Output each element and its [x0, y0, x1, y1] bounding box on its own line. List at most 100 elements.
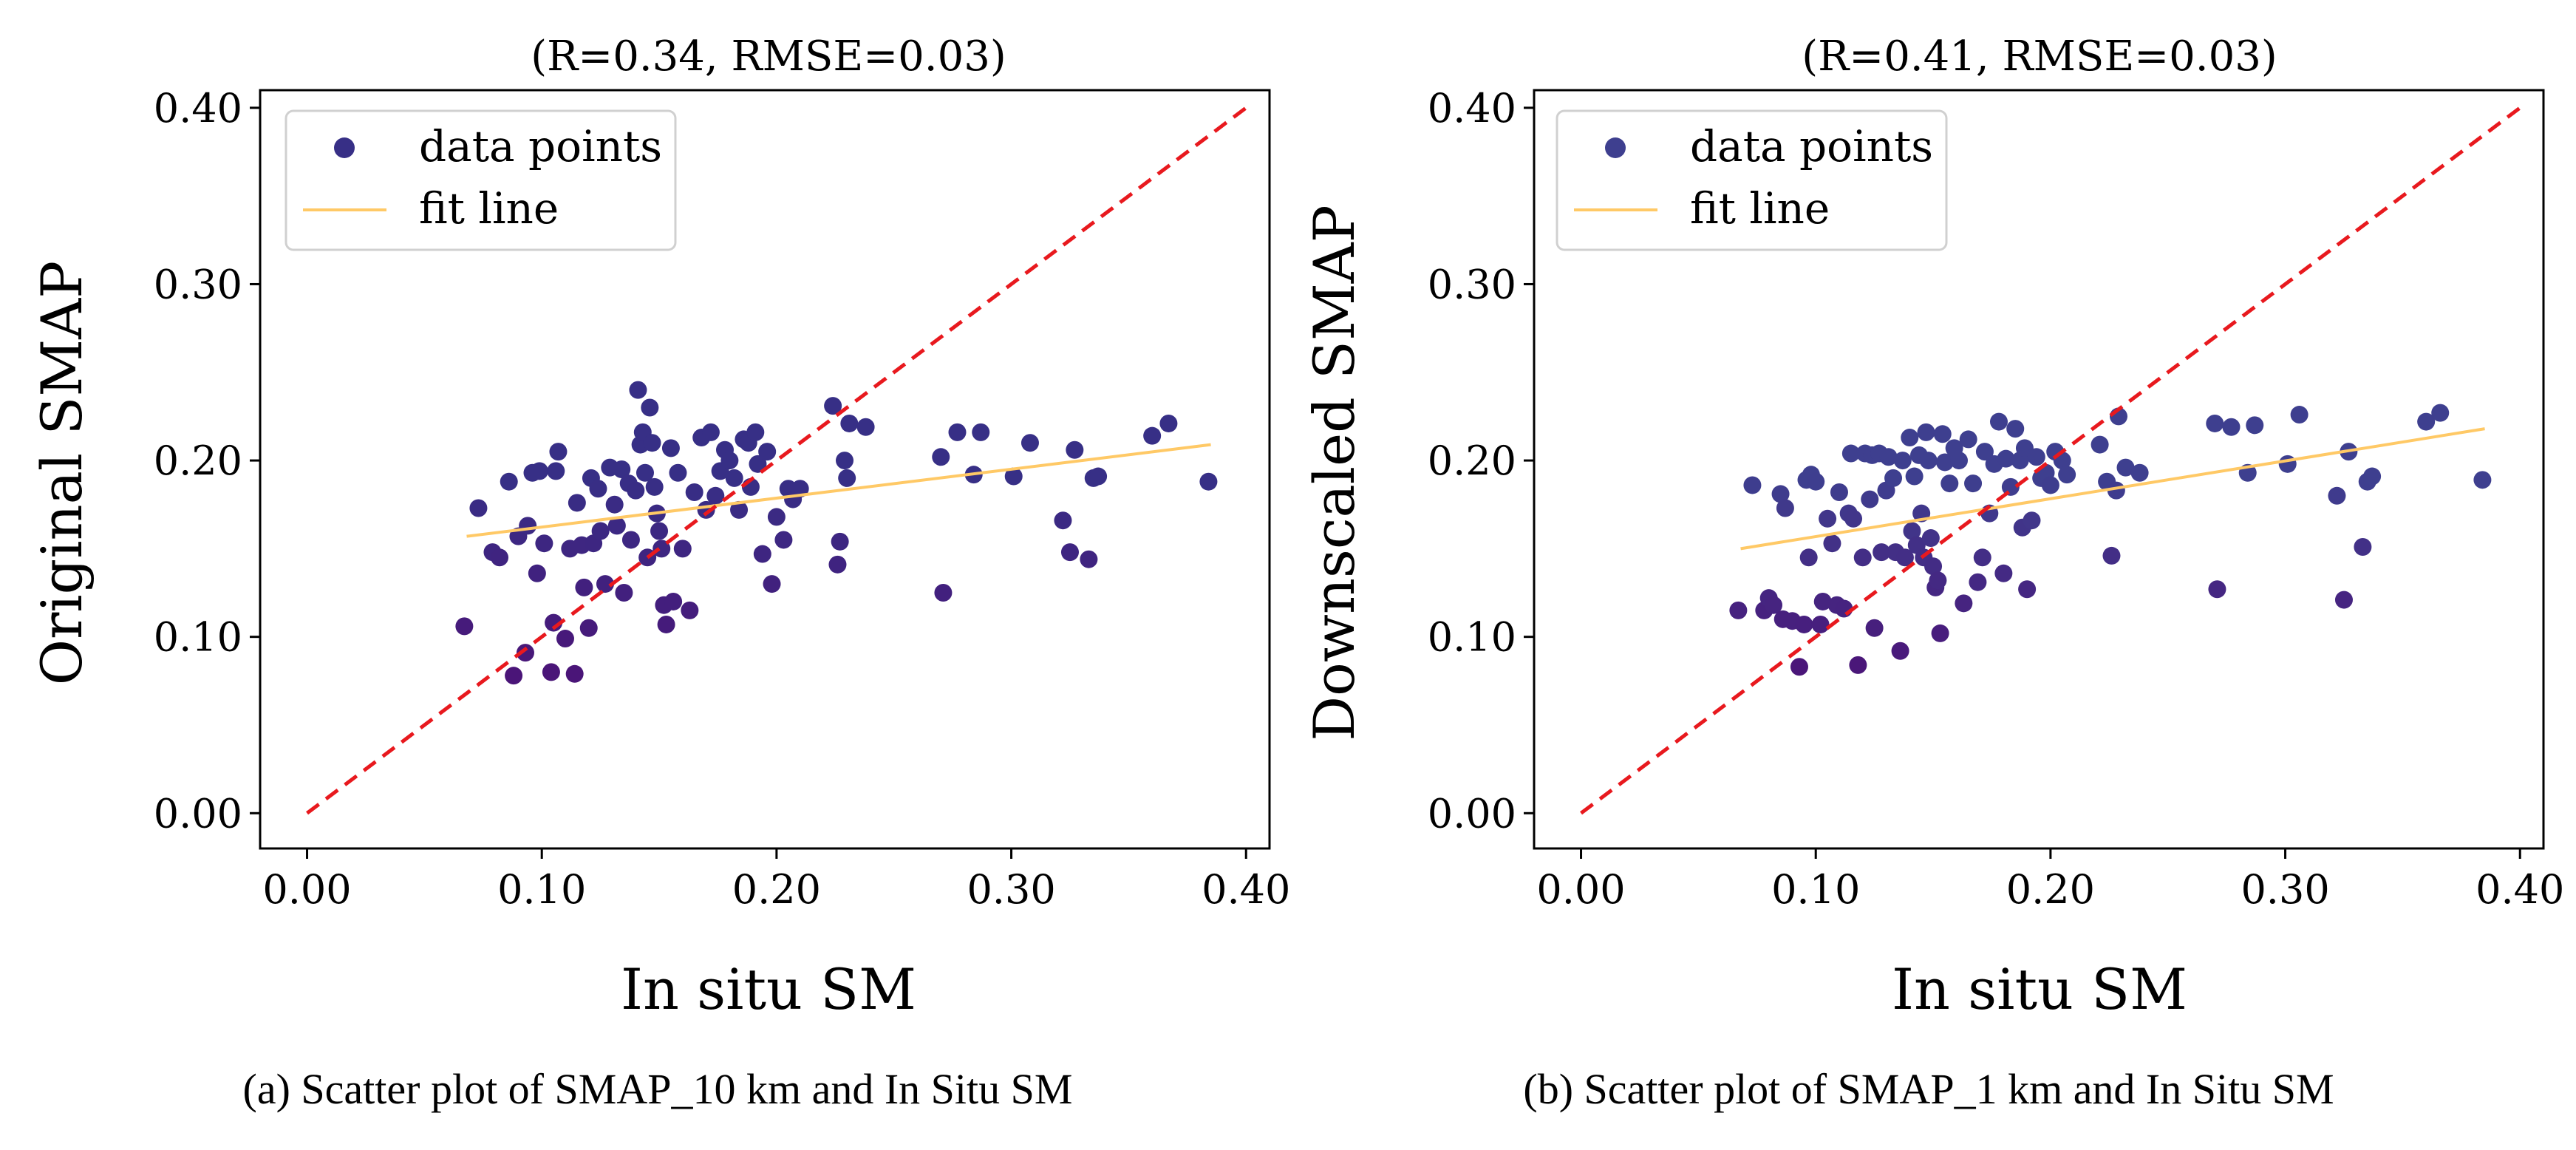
panel-b-plot-area: 0.00 0.00 0.10 0.10 0.20 0.20 0.30 0.30 0.40 0.40: [1428, 85, 2565, 913]
panel-a-data-point: [720, 452, 739, 470]
panel-b-data-point: [2246, 416, 2264, 435]
panel-b-data-point: [1989, 412, 2008, 431]
panel-a-data-point: [685, 483, 703, 502]
panel-b-ytick-label: 0.10: [1428, 614, 1516, 661]
panel-b-data-point: [1931, 624, 1949, 642]
panel-b-data-point: [2116, 458, 2135, 477]
panel-a-data-point: [673, 540, 692, 558]
panel-a-data-point: [607, 517, 626, 535]
panel-a-data-point: [615, 584, 633, 602]
panel-a-data-point: [1066, 440, 1084, 459]
panel-a-data-point: [828, 555, 847, 574]
panel-a-ylabel: Original SMAP: [29, 261, 95, 686]
panel-b-data-point: [1771, 485, 1790, 503]
panel-a-data-point: [1089, 467, 1108, 486]
panel-a-data-point: [652, 540, 671, 558]
panel-b-data-point: [2091, 435, 2109, 454]
panel-b-legend-fit-label: fit line: [1690, 183, 1830, 234]
panel-b-xtick-label: 0.00: [1536, 866, 1625, 913]
panel-b-ytick-label: 0.00: [1428, 790, 1516, 837]
panel-a-data-point: [568, 494, 586, 512]
panel-b-data-point: [1795, 615, 1813, 633]
panel-b-data-point: [1830, 483, 1848, 502]
panel-a-data-point: [531, 462, 549, 480]
panel-b-data-point: [1891, 642, 1909, 660]
panel-a-xtick-label: 0.00: [262, 866, 351, 913]
panel-b-data-point: [2328, 486, 2346, 505]
panel-a-xlabel: In situ SM: [621, 956, 916, 1022]
panel-b-data-point: [1819, 509, 1837, 528]
panel-a-data-point: [657, 615, 675, 633]
panel-b-ytick-label: 0.20: [1428, 438, 1516, 484]
panel-a-data-point: [519, 517, 537, 535]
panel-a-data-point: [547, 462, 565, 480]
panel-a-data-point: [749, 455, 767, 473]
panel-a-data-point: [505, 667, 523, 685]
panel-a-data-point: [491, 548, 509, 567]
panel-b-data-point: [2018, 580, 2037, 599]
panel-b-caption: (b) Scatter plot of SMAP_1 km and In Sit…: [1523, 1065, 2334, 1113]
panel-b-data-point: [2206, 414, 2224, 432]
panel-b-data-point: [1861, 490, 1879, 508]
panel-a-data-point: [650, 522, 669, 540]
panel-b-data-point: [1969, 573, 1987, 591]
panel-b-data-point: [2041, 476, 2059, 494]
panel-a-data-point: [856, 418, 875, 436]
panel-b-data-point: [1940, 474, 1959, 493]
panel-a-data-point: [664, 592, 683, 610]
panel-a-data-point: [758, 443, 777, 461]
panel-a-data-point: [730, 500, 749, 519]
panel-b-data-point: [2473, 471, 2492, 489]
panel-a-data-point: [836, 452, 854, 470]
panel-a-data-point: [636, 463, 654, 482]
panel-a-data-point: [681, 601, 699, 619]
panel-a-data-point: [469, 499, 488, 517]
panel-a-xtick-label: 0.10: [497, 866, 586, 913]
panel-a-caption: (a) Scatter plot of SMAP_10 km and In Si…: [243, 1065, 1073, 1113]
panel-b-xtick-label: 0.10: [1771, 866, 1860, 913]
panel-b-data-point: [2363, 467, 2382, 486]
panel-b-data-point: [1921, 529, 1940, 548]
panel-b-data-point: [1929, 571, 1947, 590]
panel-b-data-point: [1997, 449, 2015, 468]
panel-a-data-point: [613, 460, 631, 478]
panel-a-xtick-label: 0.40: [1202, 866, 1290, 913]
panel-a-data-point: [767, 508, 786, 526]
panel-a-data-point: [1054, 511, 1072, 530]
panel-b-data-point: [1823, 534, 1841, 553]
panel-b-data-point: [1919, 452, 1938, 470]
panel-a-ytick-label: 0.00: [154, 790, 242, 837]
panel-b-xlabel: In situ SM: [1892, 956, 2187, 1022]
panel-a-axes-frame: [259, 89, 1271, 850]
panel-b-data-point: [1729, 601, 1748, 619]
panel-a-data-point: [774, 531, 793, 549]
panel-b-data-point: [1949, 452, 1968, 470]
panel-a-data-point: [824, 397, 842, 415]
panel-a-data-point: [528, 564, 546, 582]
panel-b-data-point: [2278, 455, 2297, 473]
panel-a-data-point: [629, 381, 647, 399]
panel-a-data-point: [591, 522, 610, 540]
panel-a-data-point: [746, 423, 765, 441]
panel-a-data-point: [556, 630, 574, 648]
panel-a-data-point: [753, 545, 771, 563]
panel-b-data-point: [1975, 443, 1994, 461]
panel-a-data-point: [669, 463, 687, 482]
panel-b: (R=0.41, RMSE=0.03) 0.00 0.00 0.10 0.10 0.20…: [1301, 33, 2564, 1113]
panel-b-data-point: [2130, 463, 2149, 482]
panel-b-data-point: [2023, 511, 2041, 530]
panel-a-data-point: [621, 531, 640, 549]
panel-b-data-point: [2001, 477, 2020, 496]
panel-b-axes-frame: [1533, 89, 2545, 850]
panel-a-identity-line: [306, 106, 1247, 815]
panel-b-data-point: [1973, 548, 1991, 567]
panel-a: (R=0.34, RMSE=0.03) 0.00 0.00 0.10 0.10 0.20…: [29, 33, 1290, 1113]
panel-a-fit-line: [466, 443, 1211, 538]
panel-b-data-point: [1849, 656, 1867, 674]
panel-a-data-point: [661, 439, 680, 457]
panel-a-data-point: [455, 617, 474, 636]
panel-a-data-point: [1060, 543, 1079, 562]
panel-b-data-point: [1776, 499, 1794, 517]
panel-a-data-point: [701, 423, 720, 441]
